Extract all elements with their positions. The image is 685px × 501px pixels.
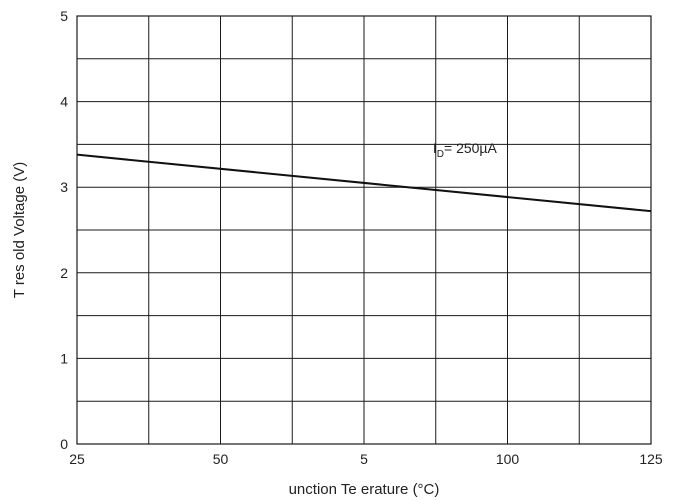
x-tick-labels: 25 50 5 100 125 [69, 451, 663, 467]
y-tick-label: 0 [60, 436, 68, 452]
grid [77, 16, 651, 444]
annotation-main: I [433, 140, 437, 156]
x-tick-label: 100 [496, 451, 520, 467]
y-tick-label: 2 [60, 265, 68, 281]
x-tick-label: 5 [360, 451, 368, 467]
y-axis-label: T res old Voltage (V) [11, 162, 28, 298]
x-tick-label: 50 [213, 451, 229, 467]
x-axis-label: unction Te erature (°C) [289, 481, 440, 498]
annotation-rest: = 250µA [444, 140, 497, 156]
y-tick-label: 1 [60, 350, 68, 366]
series-layer [76, 153, 652, 213]
id-annotation: ID= 250µA [433, 140, 498, 160]
threshold-voltage-line [76, 153, 652, 213]
plot-frame [76, 15, 652, 445]
x-tick-label: 125 [639, 451, 663, 467]
y-tick-label: 3 [60, 179, 68, 195]
annotation-subscript: D [437, 149, 444, 160]
y-tick-label: 4 [60, 94, 68, 110]
y-tick-labels: 0 1 2 3 4 5 [60, 8, 68, 452]
y-tick-label: 5 [60, 8, 68, 24]
x-tick-label: 25 [69, 451, 85, 467]
